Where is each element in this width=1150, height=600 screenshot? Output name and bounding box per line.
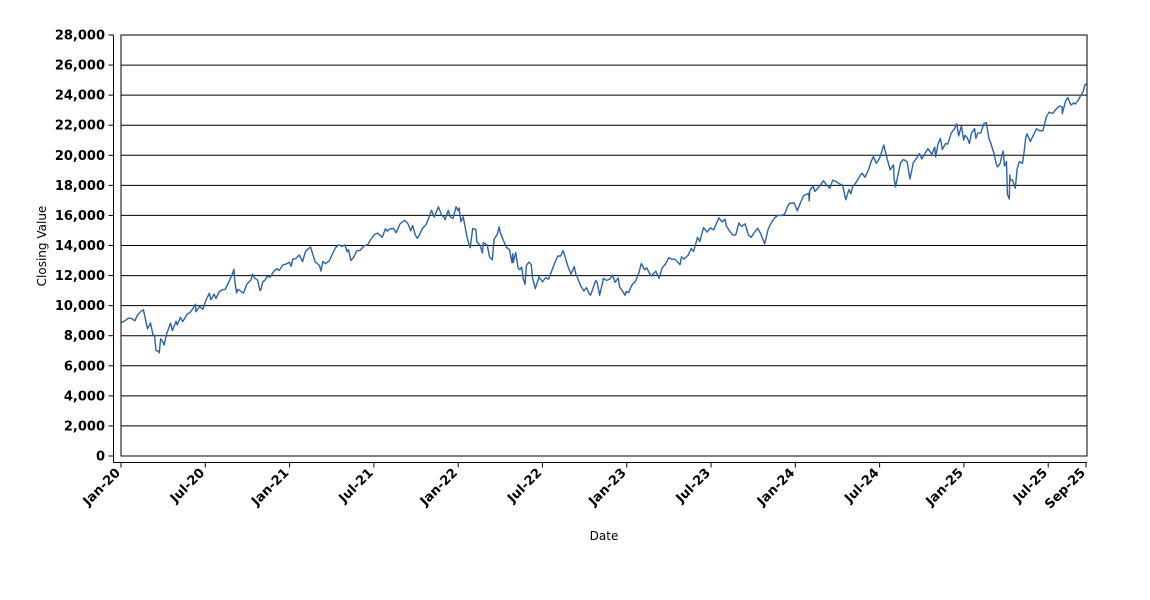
x-axis-title: Date (590, 529, 619, 543)
series-path-closing-value (120, 83, 1087, 354)
x-tick-label: Jul-21 (336, 466, 377, 507)
x-tick-label: Jul-24 (841, 466, 882, 507)
y-tick-label: 22,000 (55, 119, 105, 134)
y-tick-label: 6,000 (64, 359, 105, 374)
x-tick-label: Jul-23 (673, 466, 714, 507)
y-axis-title: Closing Value (35, 206, 49, 287)
y-tick-label: 10,000 (55, 299, 105, 314)
y-tick-label: 8,000 (64, 329, 105, 344)
y-tick-label: 16,000 (55, 209, 105, 224)
x-tick-label: Jan-20 (80, 466, 124, 510)
x-tick-label: Jan-23 (585, 466, 629, 510)
axes (108, 34, 1087, 468)
gridlines (121, 64, 1087, 427)
x-tick-label: Jan-24 (754, 466, 798, 510)
y-tick-label: 20,000 (55, 149, 105, 164)
y-tick-label: 2,000 (64, 419, 105, 434)
x-tick-label: Jan-22 (417, 466, 461, 510)
x-tick-label: Jul-22 (504, 466, 545, 507)
y-tick-label: 28,000 (55, 29, 105, 44)
x-tick-label: Sep-25 (1042, 466, 1089, 513)
y-tick-label: 12,000 (55, 269, 105, 284)
y-tick-label: 14,000 (55, 239, 105, 254)
y-tick-label: 0 (96, 450, 105, 465)
x-tick-label: Jan-25 (923, 466, 967, 510)
y-tick-label: 4,000 (64, 389, 105, 404)
y-tick-label: 18,000 (55, 179, 105, 194)
y-tick-label: 26,000 (55, 59, 105, 74)
x-tick-label: Jul-20 (167, 466, 208, 507)
x-tick-label: Jan-21 (248, 466, 292, 510)
plot-border (120, 34, 1088, 457)
y-tick-label: 24,000 (55, 89, 105, 104)
series-lines (120, 83, 1087, 354)
plot-frame (120, 34, 1088, 457)
